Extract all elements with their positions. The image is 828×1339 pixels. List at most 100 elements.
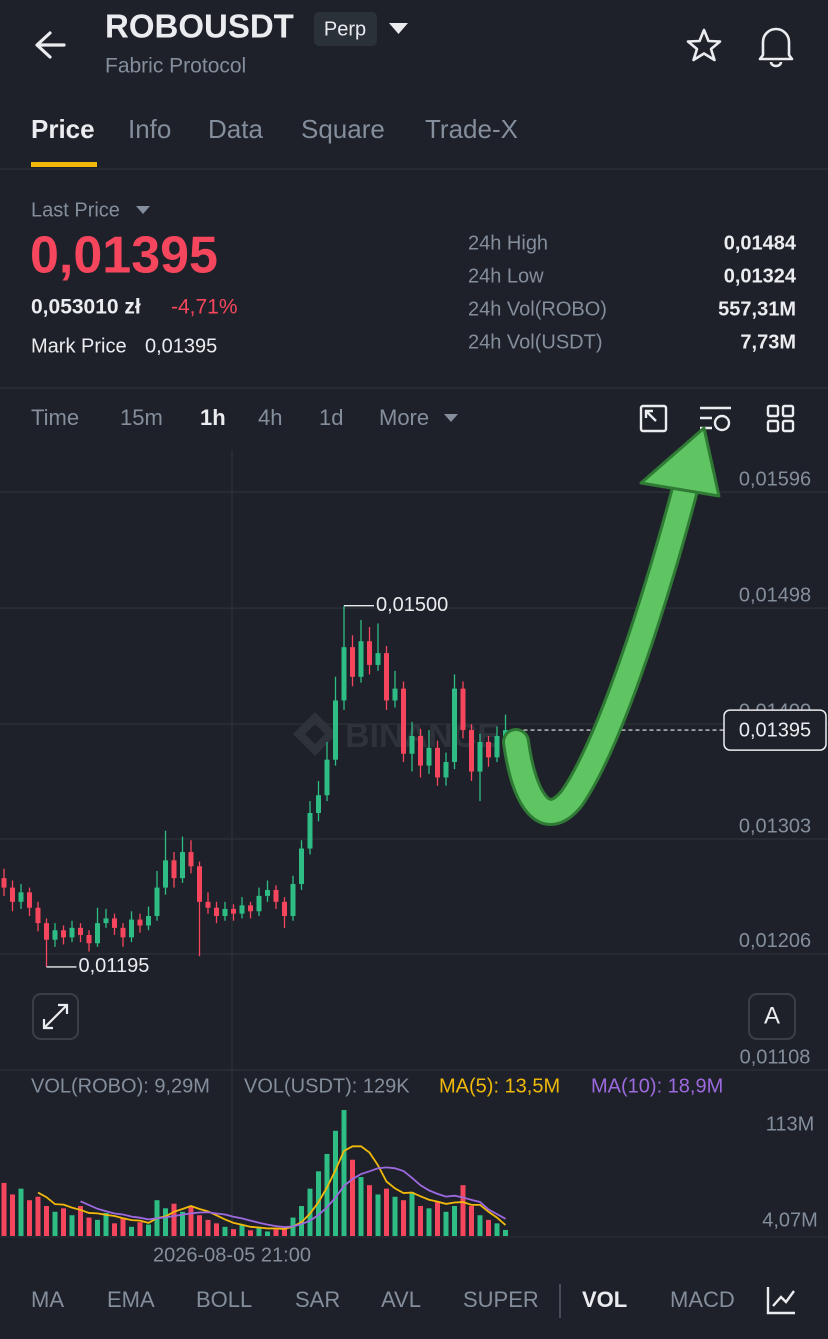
volume-bar (129, 1226, 134, 1236)
volume-ma10-line (80, 1166, 506, 1228)
fiat-price: 0,053010 zł (31, 296, 141, 319)
volume-bar (282, 1226, 287, 1236)
favorite-button[interactable] (686, 28, 722, 62)
volume-bar (409, 1192, 415, 1236)
volume-bar (265, 1231, 270, 1236)
candle-body (486, 741, 491, 758)
current-price-label: 0,01395 (739, 719, 811, 741)
volume-bar (503, 1229, 508, 1236)
depth-icon[interactable] (639, 404, 668, 433)
interval[interactable]: 4h (258, 405, 282, 430)
candle-body (18, 892, 24, 902)
annotation-arrow (502, 426, 721, 826)
stat-value: 7,73M (740, 331, 796, 353)
candle-body (426, 747, 432, 766)
candle-body (375, 653, 381, 665)
volume-bar (18, 1188, 24, 1236)
fullscreen-button[interactable] (32, 993, 79, 1040)
volume-bar (103, 1212, 109, 1236)
volume-bar (1, 1182, 7, 1236)
candle-body (137, 919, 143, 926)
volume-tick-label: 113M (766, 1113, 815, 1135)
indicator[interactable]: MACD (670, 1287, 735, 1312)
indicator[interactable]: EMA (107, 1287, 155, 1312)
volume-bar (52, 1211, 58, 1236)
tab[interactable]: Trade-X (425, 114, 518, 144)
high-marker-label: 0,01500 (376, 594, 448, 616)
interval[interactable]: Time (31, 405, 79, 430)
volume-bar (384, 1188, 389, 1236)
last-price-label: Last Price (31, 199, 120, 221)
stat-label: 24h Vol(ROBO) (468, 298, 607, 320)
candle-body (477, 741, 483, 772)
volume-bar (367, 1185, 372, 1236)
interval[interactable]: 1d (319, 405, 343, 430)
last-price: 0,01395 (30, 227, 218, 285)
volume-bar (273, 1229, 279, 1236)
candle-body (401, 688, 406, 754)
volume-bar (452, 1206, 457, 1236)
indicator[interactable]: SUPER (463, 1287, 539, 1312)
grid-icon[interactable] (766, 404, 780, 418)
indicator-settings-icon[interactable] (766, 1287, 795, 1315)
candle-body (86, 934, 92, 944)
indicator[interactable]: AVL (381, 1287, 421, 1312)
candle-body (239, 905, 245, 914)
candle-body (1, 878, 7, 888)
candle-body (214, 907, 219, 917)
indicator[interactable]: MA (31, 1287, 64, 1312)
candle-body (290, 884, 296, 917)
volume-bar (112, 1223, 117, 1236)
volume-legend: VOL(USDT): 129K (244, 1075, 410, 1097)
volume-legend: MA(10): 18,9M (591, 1075, 723, 1097)
candle-body (341, 647, 347, 701)
volume-bar (443, 1211, 449, 1236)
stat-value: 0,01324 (724, 265, 797, 287)
tab[interactable]: Data (208, 114, 263, 144)
symbol-dropdown[interactable] (389, 23, 408, 34)
tab[interactable]: Price (31, 114, 95, 144)
candle-body (103, 918, 109, 924)
stat-label: 24h High (468, 232, 548, 254)
volume-bar (426, 1208, 432, 1236)
candle-body (358, 641, 364, 677)
volume-bar (188, 1206, 194, 1236)
last-price-dropdown[interactable] (136, 206, 150, 214)
interval[interactable]: 1h (200, 405, 226, 430)
volume-bar (95, 1219, 100, 1236)
volume-bar (197, 1215, 202, 1236)
back-button[interactable] (35, 31, 66, 59)
candle-body (452, 688, 457, 763)
volume-bar (146, 1224, 151, 1236)
candle-body (197, 866, 202, 902)
arrow-head (639, 426, 721, 498)
volume-tick-label: 4,07M (762, 1209, 818, 1231)
tab[interactable]: Square (301, 114, 385, 144)
candle-body (248, 905, 253, 912)
mark-price-label: Mark Price (31, 335, 127, 357)
candle-body (231, 908, 236, 914)
volume-bar (231, 1229, 236, 1236)
alert-button[interactable] (758, 27, 794, 68)
more-dropdown[interactable] (444, 414, 458, 422)
volume-bar (27, 1200, 32, 1236)
volume-bar (324, 1153, 330, 1236)
indicator[interactable]: SAR (295, 1287, 340, 1312)
volume-bar (486, 1219, 491, 1236)
indicator[interactable]: BOLL (196, 1287, 252, 1312)
candle-body (171, 860, 177, 879)
candle-body (316, 795, 321, 813)
current-price-box (723, 709, 827, 751)
auto-button[interactable] (748, 993, 796, 1040)
candle-body (120, 927, 126, 938)
interval[interactable]: More (379, 405, 429, 430)
volume-bar (86, 1217, 92, 1236)
volume-bar (248, 1230, 253, 1236)
depth-icon-arrow (644, 409, 657, 422)
tab[interactable]: Info (128, 114, 171, 144)
indicator[interactable]: VOL (582, 1287, 627, 1312)
interval[interactable]: 15m (120, 405, 163, 430)
